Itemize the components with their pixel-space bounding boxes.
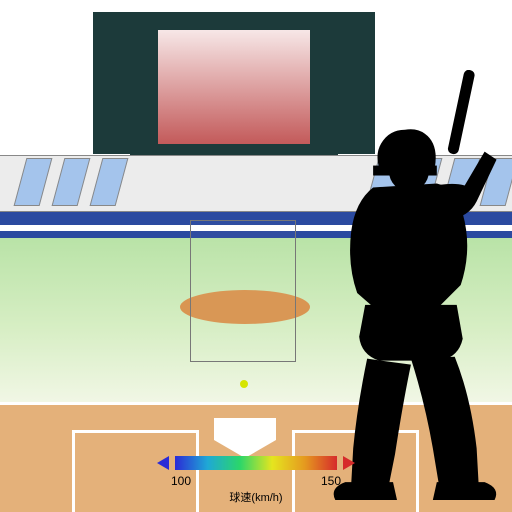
- legend-arrow-left-icon: [157, 456, 169, 470]
- home-plate: [214, 418, 276, 458]
- legend-tick-max: 150: [321, 474, 341, 488]
- legend-label: 球速(km/h): [0, 489, 512, 505]
- batter-silhouette: [286, 70, 508, 508]
- pitch-ball: [240, 380, 248, 388]
- legend-arrow-right-icon: [343, 456, 355, 470]
- legend-ticks: 100 150: [171, 474, 341, 488]
- batters-box-left-h: [72, 430, 199, 433]
- strike-zone: [190, 220, 296, 362]
- speed-legend: 100 150 球速(km/h): [0, 454, 512, 505]
- baseball-pitch-viz: 100 150 球速(km/h): [0, 0, 512, 512]
- legend-colorbar: [175, 456, 337, 470]
- legend-tick-min: 100: [171, 474, 191, 488]
